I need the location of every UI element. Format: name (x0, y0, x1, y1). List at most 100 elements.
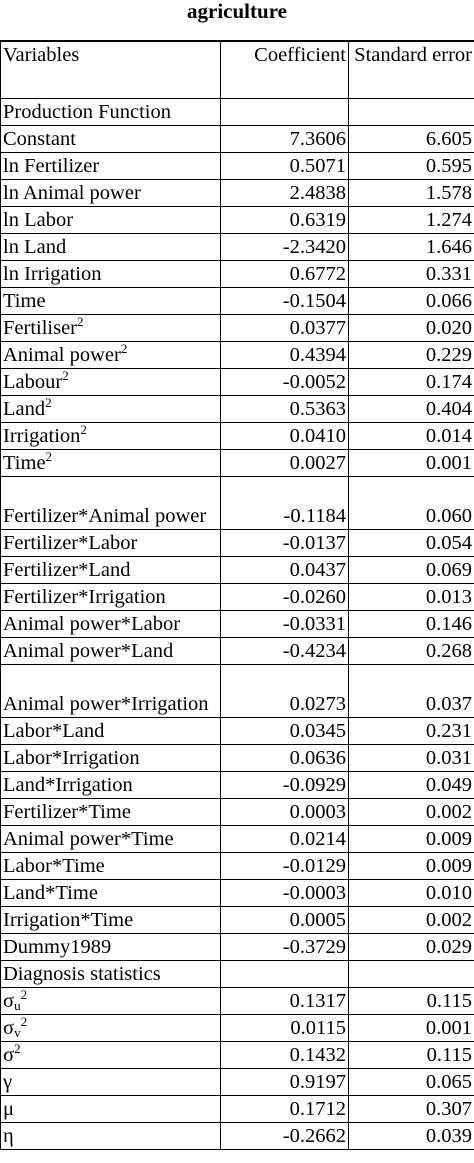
coefficient-cell: 0.0437 (220, 556, 349, 584)
variable-label: Irrigation*Time (3, 909, 134, 931)
variable-cell: Fertilizer*Labor (0, 529, 221, 557)
variable-label: Animal power*Land (3, 640, 174, 662)
variable-superscript: 2 (80, 422, 87, 437)
empty-cell (220, 960, 349, 988)
table-row: ln Irrigation 0.6772 0.331 (0, 260, 474, 288)
standard-error-cell: 0.231 (348, 717, 474, 745)
table-row: Time2 0.0027 0.001 (0, 449, 474, 477)
table-row: σu2 0.1317 0.115 (0, 987, 474, 1015)
header-coefficient: Coefficient (220, 40, 349, 99)
table-row: Animal power*Irrigation 0.0273 0.037 (0, 664, 474, 718)
table-row: ln Land -2.3420 1.646 (0, 233, 474, 261)
section-label: Diagnosis statistics (0, 960, 221, 988)
coefficient-cell: 0.1432 (220, 1041, 349, 1069)
results-table: Variables Coefficient Standard error Pro… (0, 40, 474, 1150)
header-variables: Variables (0, 40, 221, 99)
variable-cell: Irrigation2 (0, 422, 221, 450)
table-row: Fertilizer*Labor -0.0137 0.054 (0, 529, 474, 557)
standard-error-cell: 0.595 (348, 152, 474, 180)
coefficient-cell: 0.1712 (220, 1095, 349, 1123)
standard-error-cell: 0.014 (348, 422, 474, 450)
variable-cell: ln Irrigation (0, 260, 221, 288)
variable-cell: Animal power*Time (0, 825, 221, 853)
variable-label: Fertilizer*Animal power (3, 505, 207, 527)
section-row-production: Production Function (0, 98, 474, 126)
variable-cell: Fertilizer*Animal power (0, 476, 221, 530)
variable-label: Labor*Land (3, 720, 105, 742)
table-row: Fertiliser2 0.0377 0.020 (0, 314, 474, 342)
variable-label: Dummy1989 (3, 936, 112, 958)
standard-error-cell: 6.605 (348, 125, 474, 153)
variable-cell: Fertilizer*Irrigation (0, 583, 221, 611)
variable-label: Fertilizer*Time (3, 801, 131, 823)
variable-label: Fertilizer*Land (3, 559, 131, 581)
coefficient-cell: 0.5363 (220, 395, 349, 423)
variable-label: ln Land (3, 236, 67, 258)
table-row: Land*Time -0.0003 0.010 (0, 879, 474, 907)
variable-cell: Labor*Irrigation (0, 744, 221, 772)
standard-error-cell: 0.331 (348, 260, 474, 288)
coefficient-cell: -0.0003 (220, 879, 349, 907)
variable-cell: σv2 (0, 1014, 221, 1042)
coefficient-cell: -0.0929 (220, 771, 349, 799)
variable-cell: ln Fertilizer (0, 152, 221, 180)
variable-cell: Time (0, 287, 221, 315)
standard-error-cell: 0.066 (348, 287, 474, 315)
variable-superscript: 2 (62, 368, 69, 383)
variable-label: Animal power*Time (3, 828, 174, 850)
coefficient-cell: -0.4234 (220, 637, 349, 665)
standard-error-cell: 1.274 (348, 206, 474, 234)
standard-error-cell: 0.049 (348, 771, 474, 799)
variable-cell: μ (0, 1095, 221, 1123)
coefficient-cell: -0.1504 (220, 287, 349, 315)
variable-cell: Dummy1989 (0, 933, 221, 961)
standard-error-cell: 0.031 (348, 744, 474, 772)
variable-cell: Irrigation*Time (0, 906, 221, 934)
variable-label: Land*Irrigation (3, 774, 133, 796)
standard-error-cell: 0.404 (348, 395, 474, 423)
variable-label: Labour (3, 371, 63, 393)
table-row: Land2 0.5363 0.404 (0, 395, 474, 423)
table-row: μ 0.1712 0.307 (0, 1095, 474, 1123)
variable-label: ln Irrigation (3, 263, 102, 285)
variable-cell: Time2 (0, 449, 221, 477)
coefficient-cell: 0.0273 (220, 664, 349, 718)
standard-error-cell: 0.009 (348, 852, 474, 880)
variable-label: Irrigation (3, 425, 81, 447)
standard-error-cell: 0.010 (348, 879, 474, 907)
variable-cell: σu2 (0, 987, 221, 1015)
coefficient-cell: -0.3729 (220, 933, 349, 961)
parameter-superscript: 2 (20, 1014, 28, 1029)
table-row: σ2 0.1432 0.115 (0, 1041, 474, 1069)
header-standard-error: Standard error (348, 40, 474, 99)
variable-cell: ln Land (0, 233, 221, 261)
table-row: Fertilizer*Time 0.0003 0.002 (0, 798, 474, 826)
coefficient-cell: -0.2662 (220, 1122, 349, 1150)
coefficient-cell: -0.0137 (220, 529, 349, 557)
variable-cell: Land*Irrigation (0, 771, 221, 799)
coefficient-cell: 0.6772 (220, 260, 349, 288)
parameter-symbol: σ (3, 1017, 15, 1039)
coefficient-cell: 0.0345 (220, 717, 349, 745)
table-row: σv2 0.0115 0.001 (0, 1014, 474, 1042)
table-row: ln Labor 0.6319 1.274 (0, 206, 474, 234)
standard-error-cell: 0.268 (348, 637, 474, 665)
variable-superscript: 2 (77, 314, 84, 329)
table-row: Animal power*Land -0.4234 0.268 (0, 637, 474, 665)
coefficient-cell: -0.0331 (220, 610, 349, 638)
variable-label: Fertilizer*Irrigation (3, 586, 166, 608)
coefficient-cell: 0.0005 (220, 906, 349, 934)
standard-error-cell: 0.020 (348, 314, 474, 342)
standard-error-cell: 0.001 (348, 1014, 474, 1042)
variable-cell: Labor*Time (0, 852, 221, 880)
table-row: Fertilizer*Land 0.0437 0.069 (0, 556, 474, 584)
standard-error-cell: 1.578 (348, 179, 474, 207)
standard-error-cell: 0.069 (348, 556, 474, 584)
table-row: Time -0.1504 0.066 (0, 287, 474, 315)
parameter-superscript: 2 (14, 1041, 21, 1056)
variable-label: Land*Time (3, 882, 98, 904)
variable-cell: Labour2 (0, 368, 221, 396)
standard-error-cell: 0.229 (348, 341, 474, 369)
variable-label: Land (3, 398, 46, 420)
standard-error-cell: 0.029 (348, 933, 474, 961)
